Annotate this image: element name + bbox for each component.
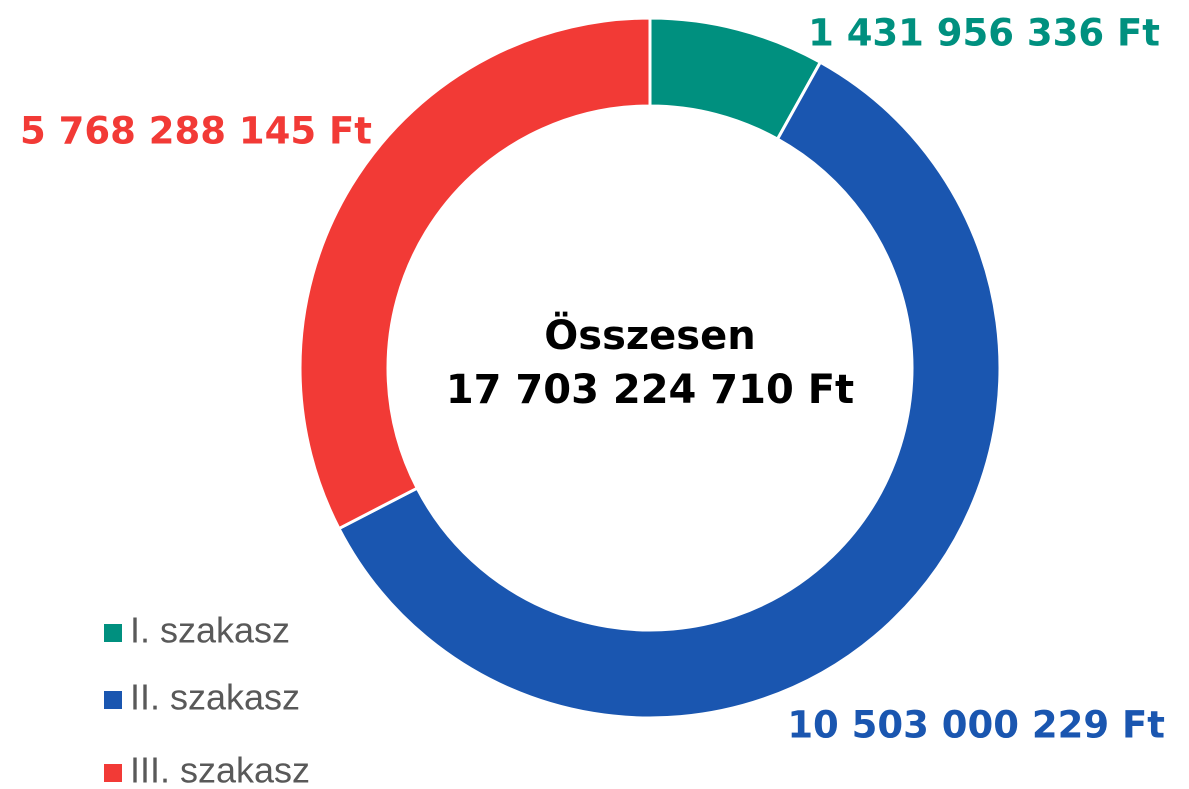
value-label: 10 503 000 229 Ft [787, 704, 1165, 747]
legend-swatch [104, 624, 122, 642]
value-label: 1 431 956 336 Ft [808, 12, 1160, 55]
donut-slice [336, 60, 1002, 720]
center-label: 17 703 224 710 Ft [446, 367, 854, 413]
legend-label: III. szakasz [130, 750, 310, 789]
value-label: 5 768 288 145 Ft [20, 110, 372, 153]
legend-swatch [104, 764, 122, 782]
donut-slice [298, 16, 652, 531]
legend-label: I. szakasz [130, 610, 290, 651]
legend-label: II. szakasz [130, 677, 300, 718]
center-label: Összesen [544, 311, 755, 359]
legend-swatch [104, 691, 122, 709]
